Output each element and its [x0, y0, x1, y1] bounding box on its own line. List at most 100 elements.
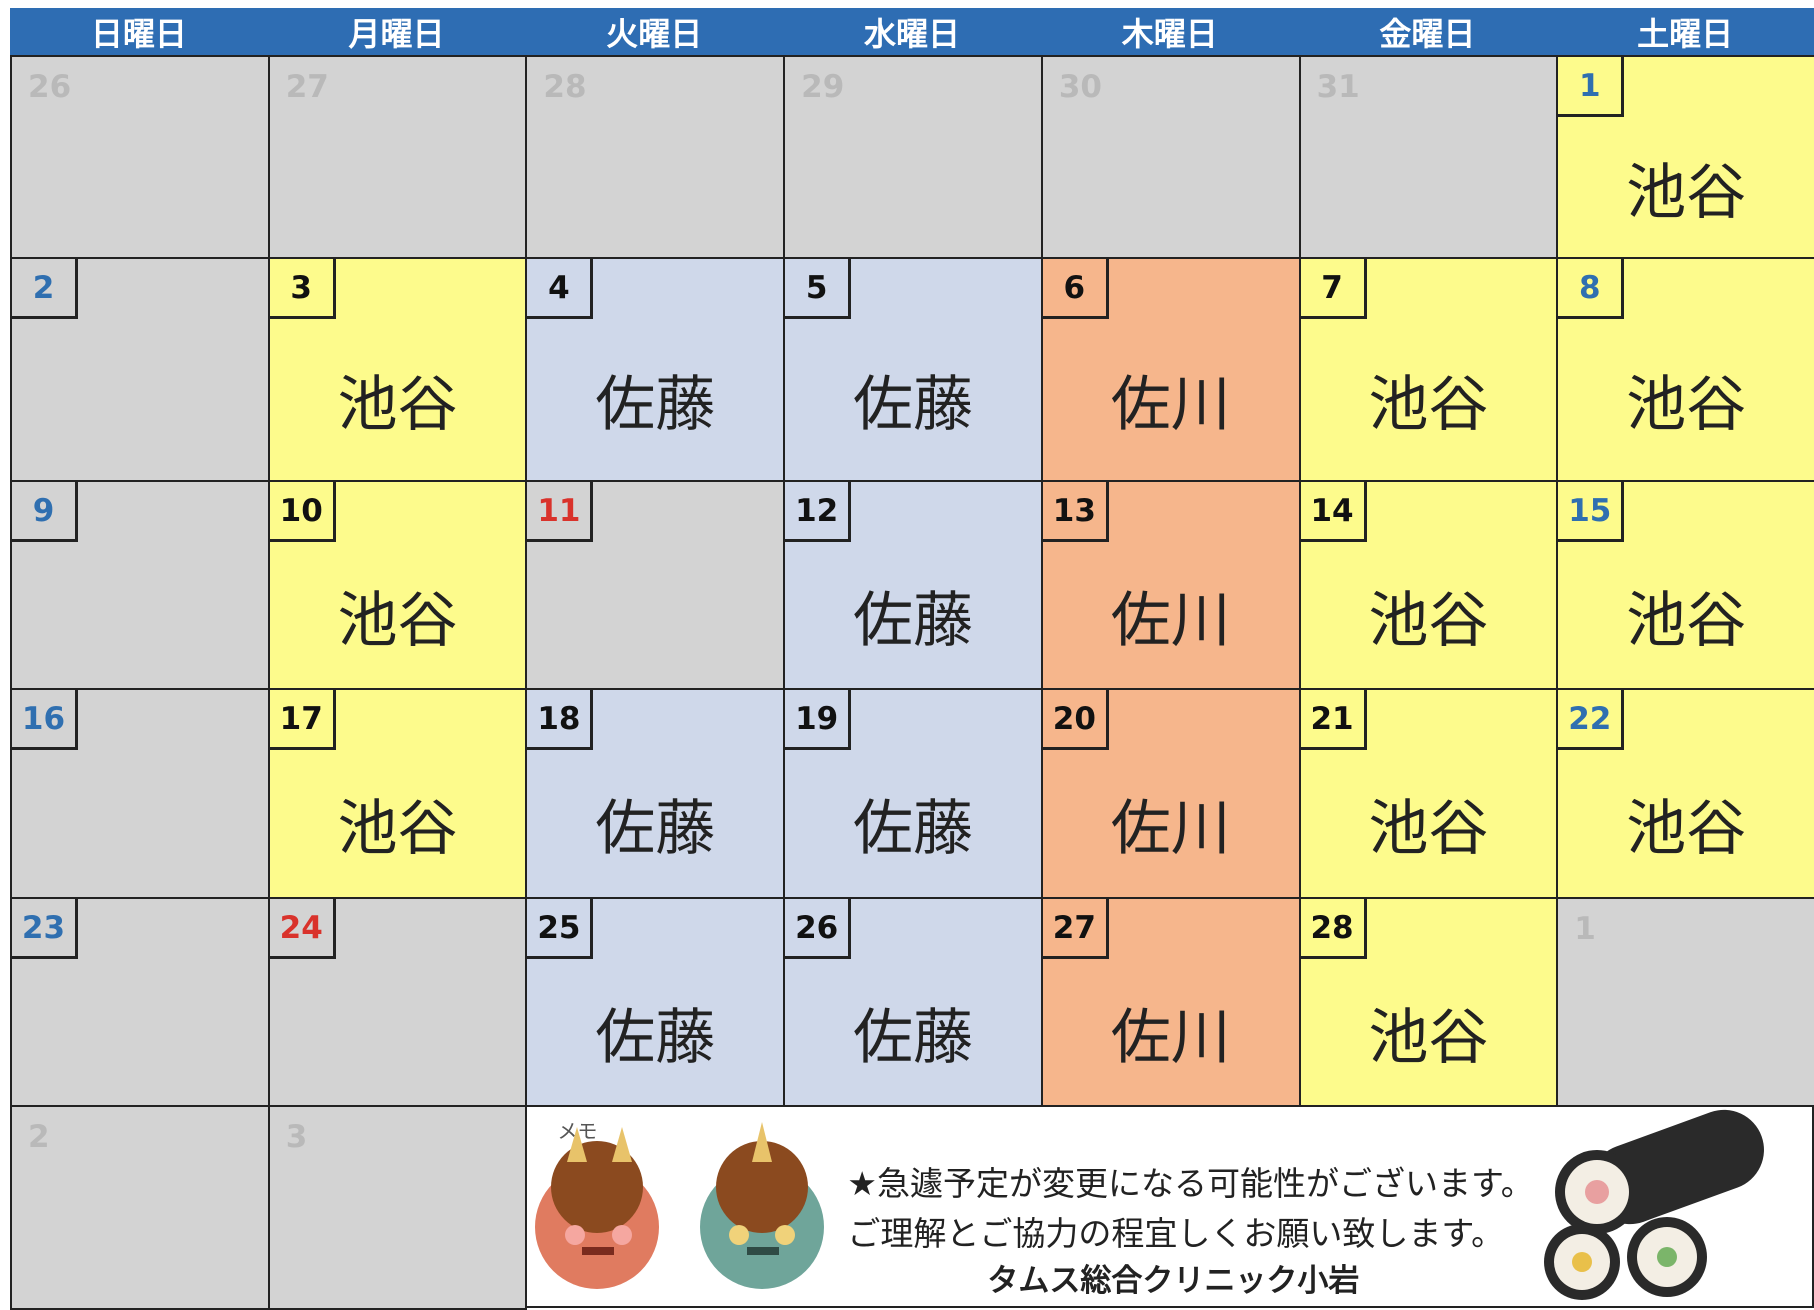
day-number: 19 — [785, 690, 852, 750]
day-cell: 21 池谷 — [1298, 688, 1559, 899]
red-oni — [535, 1127, 660, 1289]
day-cell: 12 佐藤 — [783, 480, 1043, 690]
day-cell: 1 — [1556, 897, 1814, 1107]
doctor-name: 佐川 — [1110, 585, 1231, 656]
day-number: 11 — [527, 482, 594, 542]
day-number: 14 — [1300, 482, 1367, 542]
green-oni — [700, 1122, 825, 1289]
doctor-name: 佐川 — [1110, 794, 1231, 864]
day-number: 10 — [269, 482, 336, 542]
day-number: 31 — [1316, 69, 1360, 105]
day-cell: 26 — [10, 55, 270, 259]
day-cell: 17 池谷 — [267, 688, 528, 899]
day-number: 7 — [1300, 259, 1367, 319]
doctor-name: 池谷 — [1626, 157, 1747, 228]
day-cell: 3 — [267, 1105, 528, 1310]
day-number: 9 — [12, 482, 78, 542]
day-cell: 7 池谷 — [1298, 257, 1559, 482]
doctor-name: 池谷 — [1626, 370, 1747, 440]
day-number: 16 — [12, 690, 78, 750]
doctor-name: 池谷 — [1368, 585, 1489, 656]
day-cell: 6 佐川 — [1040, 257, 1301, 482]
day-cell: 8 池谷 — [1556, 257, 1814, 482]
day-cell: 28 池谷 — [1298, 897, 1559, 1107]
day-cell: 5 佐藤 — [783, 257, 1043, 482]
day-number: 25 — [527, 899, 594, 959]
day-cell: 27 佐川 — [1040, 897, 1301, 1107]
clinic-name: タムス総合クリニック小岩 — [987, 1263, 1360, 1299]
day-number: 3 — [285, 1119, 308, 1155]
memo-label: メモ — [557, 1119, 598, 1143]
day-number: 27 — [285, 69, 329, 105]
day-cell: 27 — [267, 55, 528, 259]
doctor-name: 池谷 — [337, 370, 458, 440]
day-number: 2 — [12, 259, 78, 319]
day-cell: 11 — [525, 480, 786, 690]
doctor-name: 池谷 — [337, 794, 458, 864]
day-cell: 23 — [10, 897, 270, 1107]
weekday-header: 金曜日 — [1298, 8, 1557, 55]
day-cell: 30 — [1040, 55, 1301, 259]
doctor-name: 佐藤 — [852, 370, 973, 440]
sushi-rolls — [1544, 1109, 1765, 1300]
day-number: 1 — [1558, 57, 1625, 117]
day-cell: 1 池谷 — [1556, 55, 1814, 259]
day-cell: 2 — [10, 257, 270, 482]
day-number: 5 — [785, 259, 852, 319]
day-cell: 26 佐藤 — [783, 897, 1043, 1107]
weekday-header: 土曜日 — [1556, 8, 1814, 55]
day-cell: 16 — [10, 688, 270, 899]
day-number: 12 — [785, 482, 852, 542]
day-number: 28 — [543, 69, 587, 105]
day-number: 18 — [527, 690, 594, 750]
day-number: 21 — [1300, 690, 1367, 750]
doctor-name: 池谷 — [1626, 794, 1747, 864]
day-number: 24 — [269, 899, 336, 959]
day-cell: 25 佐藤 — [525, 897, 786, 1107]
doctor-name: 池谷 — [337, 585, 458, 656]
weekday-header: 木曜日 — [1040, 8, 1299, 55]
doctor-name: 佐藤 — [852, 1002, 973, 1073]
day-cell: 31 — [1298, 55, 1559, 259]
day-number: 28 — [1300, 899, 1367, 959]
day-number: 3 — [269, 259, 336, 319]
doctor-name: 佐藤 — [595, 794, 716, 864]
day-cell: 15 池谷 — [1556, 480, 1814, 690]
day-number: 26 — [28, 69, 72, 105]
day-number: 23 — [12, 899, 78, 959]
day-cell: 24 — [267, 897, 528, 1107]
day-number: 8 — [1558, 259, 1625, 319]
doctor-name: 池谷 — [1368, 370, 1489, 440]
day-number: 30 — [1058, 69, 1102, 105]
day-cell: 13 佐川 — [1040, 480, 1301, 690]
doctor-name: 佐藤 — [852, 585, 973, 656]
weekday-header: 月曜日 — [267, 8, 526, 55]
day-number: 6 — [1042, 259, 1109, 319]
day-number: 29 — [801, 69, 845, 105]
day-cell: 9 — [10, 480, 270, 690]
day-cell: 20 佐川 — [1040, 688, 1301, 899]
day-cell: 4 佐藤 — [525, 257, 786, 482]
doctor-name: 佐川 — [1110, 370, 1231, 440]
day-cell: 18 佐藤 — [525, 688, 786, 899]
day-cell: 22 池谷 — [1556, 688, 1814, 899]
memo-line: ★急遽予定が変更になる可能性がございます。 — [847, 1164, 1534, 1203]
day-cell: 3 池谷 — [267, 257, 528, 482]
day-cell: 10 池谷 — [267, 480, 528, 690]
day-number: 27 — [1042, 899, 1109, 959]
day-number: 1 — [1574, 911, 1596, 947]
memo-area: メモ ★急遽予定が変更になる可能性がございます。 ご理解とご協力の程宜しくお願い… — [525, 1105, 1814, 1308]
doctor-name: 佐川 — [1110, 1002, 1231, 1073]
doctor-name: 池谷 — [1368, 794, 1489, 864]
day-number: 2 — [28, 1119, 50, 1155]
day-number: 20 — [1042, 690, 1109, 750]
weekday-header: 日曜日 — [10, 8, 268, 55]
doctor-name: 佐藤 — [595, 1002, 716, 1073]
day-cell: 28 — [525, 55, 786, 259]
day-cell: 29 — [783, 55, 1043, 259]
doctor-name: 佐藤 — [595, 370, 716, 440]
day-cell: 14 池谷 — [1298, 480, 1559, 690]
memo-line: ご理解とご協力の程宜しくお願い致します。 — [847, 1214, 1505, 1253]
doctor-name: 池谷 — [1368, 1002, 1489, 1073]
